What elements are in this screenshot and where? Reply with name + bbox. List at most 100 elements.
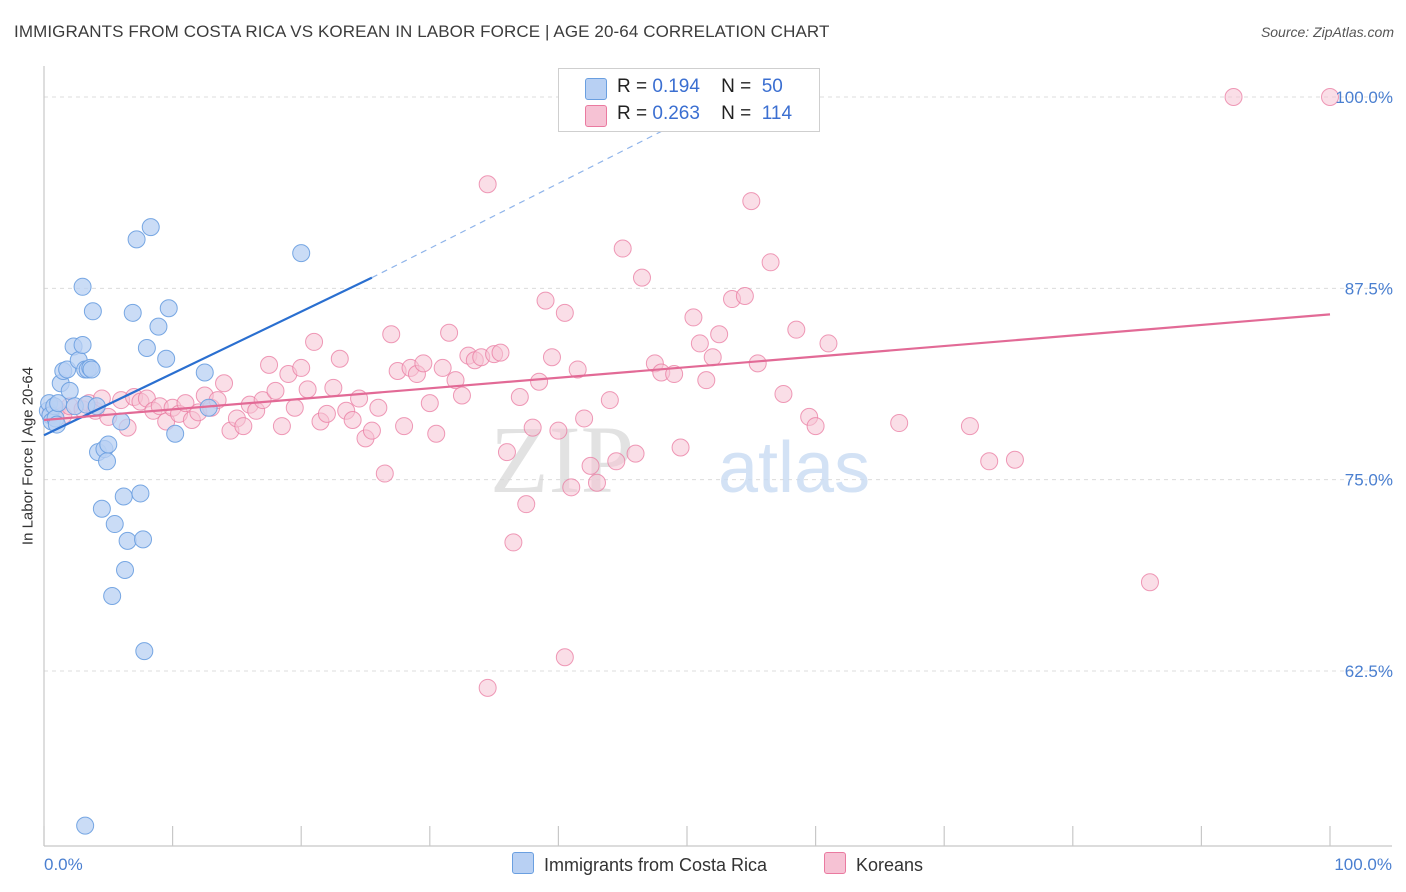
costa-rica-point [134,530,153,549]
korean-point [440,323,459,342]
korean-point [369,398,388,417]
y-tick-label: 87.5% [1345,279,1393,298]
costa-rica-point [73,277,92,296]
costa-rica-point [141,218,160,237]
korean-point [549,421,568,440]
korean-point [478,678,497,697]
legend-swatch-blue [585,78,607,100]
costa-rica-point [195,363,214,382]
korean-point [819,334,838,353]
korean-point [234,417,253,436]
korean-point [330,349,349,368]
korean-point [382,325,401,344]
korean-point [581,456,600,475]
legend-text-pink: R = 0.263 N = 114 [617,103,793,124]
korean-point [1321,88,1339,106]
korean-point [272,417,291,436]
korean-point [748,354,767,373]
korean-point [266,381,285,400]
korean-point [626,444,645,463]
watermark-atlas: atlas [718,428,870,508]
korean-point [960,417,979,436]
korean-trend-line [43,313,1331,422]
axes [43,66,1392,847]
korean-point [735,286,754,305]
korean-point [710,325,729,344]
y-tick-label: 100.0% [1335,88,1393,107]
korean-point [497,443,516,462]
korean-point [600,391,619,410]
costa-rica-trend-line [43,276,373,437]
legend-row-blue: R = 0.194 N = 50 [559,75,819,103]
korean-point [774,384,793,403]
legend-swatch-pink [585,105,607,127]
korean-point [980,452,999,471]
korean-point [562,478,581,497]
korean-point [260,355,279,374]
korean-point [395,417,414,436]
costa-rica-point [114,487,133,506]
costa-rica-point [159,299,178,318]
costa-rica-points [38,218,311,835]
costa-rica-point [149,317,168,336]
korean-point [1140,573,1159,592]
costa-rica-point [99,435,118,454]
korean-point [787,320,806,339]
korean-point [253,391,272,410]
y-tick-labels: 100.0% 87.5% 75.0% 62.5% [1335,88,1393,681]
korean-point [375,464,394,483]
korean-point [523,418,542,437]
korean-point [362,421,381,440]
korean-point [697,371,716,390]
costa-rica-point [112,412,131,431]
legend-n-blue: 50 [761,76,783,97]
costa-rica-point [123,303,142,322]
costa-rica-point [166,424,185,443]
korean-point [517,495,536,514]
korean-point [343,410,362,429]
korean-point [607,452,626,471]
trend-lines [43,117,1331,437]
legend-text-blue: R = 0.194 N = 50 [617,76,783,97]
korean-point [504,533,523,552]
korean-point [530,372,549,391]
korean-point [806,417,825,436]
y-tick-label: 62.5% [1345,662,1393,681]
korean-point [478,175,497,194]
korean-point [587,473,606,492]
korean-point [305,332,324,351]
korean-point [575,409,594,428]
costa-rica-point [103,586,122,605]
korean-point [1224,88,1243,106]
costa-rica-point [105,515,124,534]
bottom-legend-swatch-pink [824,852,846,874]
costa-rica-trend-extension [371,117,688,279]
korean-point [665,365,684,384]
chart-title: IMMIGRANTS FROM COSTA RICA VS KOREAN IN … [14,22,830,41]
costa-rica-point [127,230,146,249]
korean-point [536,291,555,310]
bottom-legend-pink: Koreans [824,852,923,876]
costa-rica-point [73,335,92,354]
costa-rica-point [76,816,95,835]
korean-point [324,378,343,397]
x-tick-label-min: 0.0% [44,855,83,874]
korean-point [671,438,690,457]
costa-rica-point [60,381,79,400]
costa-rica-point [118,531,137,550]
korean-point [292,358,311,377]
korean-point [555,648,574,667]
korean-point [703,348,722,367]
korean-point [613,239,632,258]
legend-r-pink: 0.263 [652,103,700,124]
gridlines [44,96,1392,672]
costa-rica-point [131,484,150,503]
korean-point [510,388,529,407]
costa-rica-point [92,499,111,518]
korean-point [555,303,574,322]
korean-point [414,354,433,373]
korean-point [761,253,780,272]
korean-point [427,424,446,443]
korean-point [215,374,234,393]
